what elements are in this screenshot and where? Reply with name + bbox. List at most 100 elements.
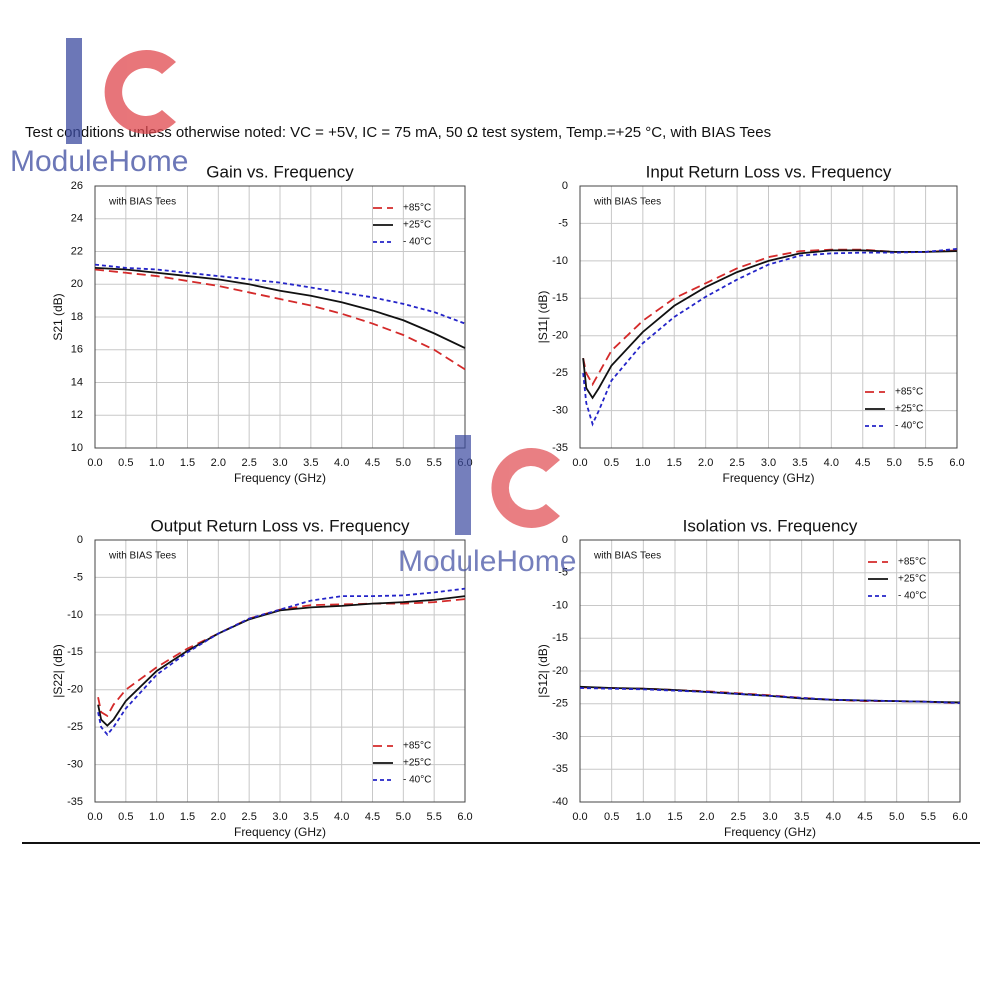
y-tick-label: -10 bbox=[67, 609, 83, 621]
x-tick-label: 2.5 bbox=[242, 457, 257, 469]
x-tick-label: 4.0 bbox=[334, 811, 349, 823]
x-tick-label: 2.0 bbox=[211, 811, 226, 823]
x-tick-label: 1.5 bbox=[667, 811, 682, 823]
x-tick-label: 1.0 bbox=[149, 457, 164, 469]
plot-frame bbox=[94, 185, 466, 449]
legend-label: - 40°C bbox=[898, 591, 926, 602]
chart-title: Input Return Loss vs. Frequency bbox=[646, 162, 892, 181]
watermark-logo: ModuleHome bbox=[10, 38, 188, 178]
legend-label: +85°C bbox=[403, 741, 431, 752]
chart-title: Output Return Loss vs. Frequency bbox=[151, 516, 410, 535]
annotation: with BIAS Tees bbox=[593, 197, 661, 208]
plot-frame bbox=[94, 539, 466, 803]
x-tick-label: 3.5 bbox=[792, 457, 807, 469]
series-line bbox=[97, 587, 466, 737]
legend-label: +25°C bbox=[895, 404, 923, 415]
legend-label: +85°C bbox=[895, 387, 923, 398]
x-tick-label: 2.0 bbox=[211, 457, 226, 469]
plot-frame bbox=[579, 539, 961, 803]
x-tick-label: 4.0 bbox=[826, 811, 841, 823]
x-tick-label: 4.5 bbox=[365, 811, 380, 823]
x-tick-label: 0.0 bbox=[572, 811, 587, 823]
x-tick-label: 5.5 bbox=[921, 811, 936, 823]
x-tick-label: 0.0 bbox=[87, 457, 102, 469]
x-tick-label: 3.5 bbox=[303, 457, 318, 469]
y-axis-label: |S12| (dB) bbox=[536, 644, 550, 698]
watermark-text: ModuleHome bbox=[10, 145, 188, 178]
y-tick-label: 12 bbox=[71, 409, 83, 421]
y-tick-label: -25 bbox=[552, 367, 568, 379]
x-tick-label: 1.5 bbox=[180, 811, 195, 823]
y-tick-label: -20 bbox=[552, 665, 568, 677]
series-line bbox=[97, 595, 466, 727]
x-tick-label: 1.0 bbox=[635, 457, 650, 469]
y-tick-label: -10 bbox=[552, 599, 568, 611]
x-tick-label: 5.5 bbox=[427, 457, 442, 469]
series-line bbox=[579, 687, 961, 704]
y-tick-label: -15 bbox=[552, 632, 568, 644]
test-conditions: Test conditions unless otherwise noted: … bbox=[25, 124, 771, 141]
x-tick-label: 5.0 bbox=[889, 811, 904, 823]
x-axis-label: Frequency (GHz) bbox=[234, 471, 326, 485]
legend-label: +25°C bbox=[403, 758, 431, 769]
x-tick-label: 2.5 bbox=[731, 811, 746, 823]
x-tick-label: 0.0 bbox=[87, 811, 102, 823]
x-tick-label: 0.0 bbox=[572, 457, 587, 469]
line-chart: 0.0 0.5 1.0 1.5 2.0 2.5 3.0 3.5 4.0 4.5 5.0 5.5 6.0 -… bbox=[51, 516, 472, 839]
x-tick-label: 0.5 bbox=[604, 457, 619, 469]
y-tick-label: -35 bbox=[552, 763, 568, 775]
annotation: with BIAS Tees bbox=[108, 551, 176, 562]
y-tick-label: -30 bbox=[552, 730, 568, 742]
watermark-text: ModuleHome bbox=[398, 545, 576, 578]
x-tick-label: 1.5 bbox=[667, 457, 682, 469]
logo-i bbox=[66, 38, 82, 144]
x-tick-label: 5.0 bbox=[396, 457, 411, 469]
series-line bbox=[94, 268, 466, 371]
series-line bbox=[94, 263, 466, 325]
x-axis-label: Frequency (GHz) bbox=[722, 471, 814, 485]
x-tick-label: 6.0 bbox=[949, 457, 964, 469]
line-chart: 0.0 0.5 1.0 1.5 2.0 2.5 3.0 3.5 4.0 4.5 5.0 5.5 6.0 -… bbox=[536, 516, 967, 839]
series-line bbox=[582, 249, 958, 400]
series-line bbox=[582, 248, 958, 387]
x-tick-label: 1.0 bbox=[149, 811, 164, 823]
y-tick-label: 22 bbox=[71, 245, 83, 257]
y-tick-label: -15 bbox=[552, 292, 568, 304]
x-tick-label: 2.0 bbox=[698, 457, 713, 469]
x-tick-label: 3.5 bbox=[794, 811, 809, 823]
y-tick-label: 0 bbox=[562, 180, 568, 192]
line-chart: 0.00.51.01.52.02.53.03.54.04.55.05.56.01… bbox=[51, 162, 472, 485]
logo-c bbox=[491, 448, 560, 529]
legend-label: +85°C bbox=[403, 203, 431, 214]
legend-label: +25°C bbox=[403, 220, 431, 231]
y-tick-label: -20 bbox=[67, 684, 83, 696]
x-tick-label: 5.5 bbox=[427, 811, 442, 823]
x-tick-label: 3.5 bbox=[303, 811, 318, 823]
y-tick-label: -30 bbox=[67, 758, 83, 770]
y-tick-label: -25 bbox=[552, 698, 568, 710]
plot-frame bbox=[579, 185, 958, 449]
line-chart: 0.0 0.5 1.0 1.5 2.0 2.5 3.0 3.5 4.0 4.5 5.0 5.5 6.0 -… bbox=[536, 162, 964, 485]
y-tick-label: -5 bbox=[558, 217, 568, 229]
y-tick-label: 14 bbox=[71, 376, 83, 388]
y-tick-label: -35 bbox=[67, 796, 83, 808]
y-tick-label: -25 bbox=[67, 721, 83, 733]
x-tick-label: 3.0 bbox=[762, 811, 777, 823]
x-tick-label: 0.5 bbox=[118, 457, 133, 469]
watermark-logo-center: ModuleHome bbox=[398, 435, 576, 578]
x-tick-label: 4.0 bbox=[824, 457, 839, 469]
y-tick-label: -35 bbox=[552, 442, 568, 454]
series-line bbox=[582, 247, 958, 427]
y-tick-label: 26 bbox=[71, 180, 83, 192]
x-tick-label: 4.5 bbox=[365, 457, 380, 469]
x-axis-label: Frequency (GHz) bbox=[234, 825, 326, 839]
x-tick-label: 2.0 bbox=[699, 811, 714, 823]
x-tick-label: 5.0 bbox=[887, 457, 902, 469]
chart-title: Isolation vs. Frequency bbox=[683, 516, 858, 535]
legend-label: - 40°C bbox=[403, 237, 431, 248]
x-tick-label: 4.0 bbox=[334, 457, 349, 469]
y-tick-label: -5 bbox=[558, 567, 568, 579]
logo-i bbox=[455, 435, 471, 535]
x-tick-label: 2.5 bbox=[242, 811, 257, 823]
